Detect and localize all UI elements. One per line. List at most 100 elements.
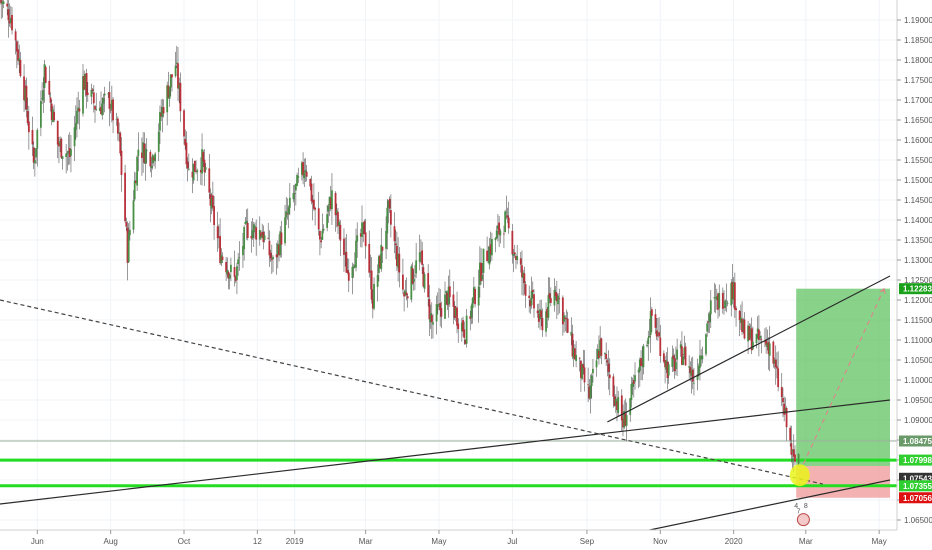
- candle-body: [774, 359, 777, 368]
- price-tick-label: 1.09500: [904, 396, 932, 405]
- candle-body: [498, 222, 501, 235]
- candle-body: [251, 230, 254, 239]
- candle-body: [296, 175, 298, 186]
- candle-body: [717, 293, 719, 310]
- candle-body: [23, 76, 25, 101]
- trade-zones: [796, 288, 890, 498]
- candle-body: [275, 254, 278, 258]
- candle-body: [571, 333, 574, 357]
- candle-body: [36, 129, 39, 149]
- candle-body: [768, 343, 771, 356]
- price-tick-label: 1.14000: [904, 216, 932, 225]
- candle-body: [452, 294, 455, 307]
- candle-body: [531, 289, 534, 292]
- candle-body: [565, 318, 568, 320]
- candle-body: [380, 244, 383, 270]
- price-tick-label: 1.16500: [904, 116, 932, 125]
- candle-body: [587, 384, 590, 386]
- candle-body: [42, 90, 45, 101]
- price-tag-label: 1.07998: [903, 456, 932, 465]
- candle-body: [470, 305, 473, 318]
- candle-body: [238, 257, 241, 259]
- candle-body: [566, 318, 569, 333]
- candle-body: [102, 98, 105, 104]
- candle-body: [246, 222, 249, 238]
- candle-body: [707, 321, 710, 323]
- candle-body: [314, 207, 317, 210]
- time-tick-label: May: [431, 537, 446, 546]
- candle-body: [293, 193, 296, 194]
- candle-body: [748, 326, 751, 340]
- candle-body: [429, 313, 432, 323]
- candle-body: [743, 319, 746, 339]
- candle-body: [438, 303, 440, 306]
- candle-body: [250, 235, 253, 239]
- candle-body: [133, 180, 136, 200]
- candle-body: [103, 93, 106, 96]
- candle-body: [760, 338, 763, 340]
- price-tag-box: [899, 480, 932, 492]
- candle-body: [671, 356, 674, 367]
- target-zone: [796, 288, 890, 466]
- candle-body: [631, 382, 634, 387]
- candle-body: [126, 227, 129, 263]
- candle-body: [60, 138, 63, 158]
- candle-body: [199, 169, 202, 173]
- candle-body: [588, 386, 591, 399]
- candle-body: [225, 262, 228, 273]
- candle-body: [641, 363, 644, 366]
- candle-body: [311, 199, 314, 203]
- candle-body: [243, 226, 246, 250]
- candle-body: [673, 358, 676, 372]
- candle-body: [573, 348, 576, 360]
- candle-body: [386, 207, 389, 234]
- candle-body: [11, 15, 13, 31]
- candle-body: [220, 255, 223, 264]
- candle-body: [208, 168, 211, 193]
- candle-body: [269, 252, 272, 259]
- event-marker: 8: [804, 503, 808, 510]
- candle-body: [684, 346, 687, 366]
- candle-body: [151, 155, 154, 164]
- candle-body: [430, 315, 433, 323]
- price-tag-box: [899, 454, 932, 466]
- candle-body: [31, 130, 34, 145]
- candle-body: [714, 297, 717, 299]
- candle-body: [191, 171, 194, 178]
- candle-body: [137, 149, 140, 156]
- candle-body: [68, 148, 71, 157]
- candle-body: [187, 168, 190, 170]
- candle-body: [511, 230, 514, 255]
- candle-body: [766, 343, 769, 348]
- candle-body: [447, 286, 450, 305]
- candle-body: [713, 297, 716, 299]
- candle-body: [35, 148, 37, 158]
- candle-body: [278, 244, 280, 256]
- price-tick-label: 1.15000: [904, 176, 932, 185]
- candle-body: [52, 109, 54, 123]
- candle-body: [664, 360, 666, 368]
- candle-body: [118, 132, 120, 133]
- price-tick-label: 1.18500: [904, 36, 932, 45]
- price-tag-box: [899, 435, 932, 447]
- candle-body: [227, 271, 230, 279]
- candle-body: [329, 198, 332, 210]
- candle-body: [637, 369, 640, 373]
- candle-body: [14, 31, 17, 41]
- candle-body: [58, 143, 60, 147]
- candle-body: [0, 0, 3, 4]
- candle-body: [499, 230, 502, 236]
- candle-body: [150, 165, 153, 168]
- candle-body: [625, 415, 628, 426]
- candle-body: [279, 231, 282, 255]
- candle-body: [529, 300, 532, 307]
- price-tick-label: 1.17500: [904, 76, 932, 85]
- candle-body: [512, 253, 515, 256]
- candle-body: [361, 222, 363, 237]
- candle-body: [445, 291, 448, 294]
- candle-body: [270, 259, 273, 261]
- candle-body: [649, 310, 652, 335]
- time-axis[interactable]: Jun Aug Oct 12 2019 Mar May Jul Sep Nov 2020 Mar May: [31, 530, 887, 546]
